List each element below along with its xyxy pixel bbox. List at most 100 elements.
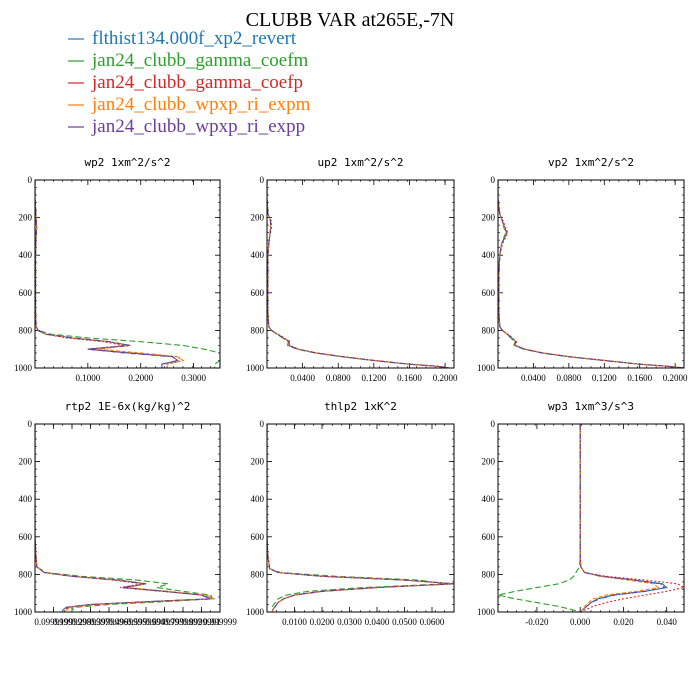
- y-tick-label: 600: [19, 288, 33, 298]
- series-line: [35, 180, 185, 368]
- y-tick-label: 800: [19, 569, 33, 579]
- series-group: [35, 180, 220, 368]
- plot-frame: [497, 179, 685, 369]
- series-line: [267, 424, 454, 612]
- series-line: [35, 424, 211, 612]
- x-tick-label: 0.040: [657, 617, 678, 627]
- y-tick-label: 200: [251, 457, 265, 467]
- legend-entry: jan24_clubb_wpxp_ri_expp: [91, 116, 305, 137]
- series-line: [35, 424, 215, 612]
- series-line: [35, 180, 185, 368]
- y-tick-label: 600: [482, 288, 496, 298]
- panel: up2 1xm^2/s^2 0.0400 0.0800 0.1200 0.1600 0.2…: [246, 156, 458, 383]
- x-tick-label: 0.0600: [420, 617, 445, 627]
- series-group: [498, 424, 684, 612]
- series-line: [267, 424, 446, 612]
- series-line: [498, 180, 684, 368]
- x-tick-label: 0.3000: [181, 373, 206, 383]
- panel-title: up2 1xm^2/s^2: [317, 156, 403, 169]
- x-tick-label: 0.3999996: [90, 617, 129, 627]
- y-tick-label: 0: [260, 175, 265, 185]
- x-tick-label: 0.0100: [282, 617, 307, 627]
- legend-entry: jan24_clubb_gamma_coefm: [91, 50, 309, 71]
- panel: rtp2 1E-6x(kg/kg)^2 0.09999990.19999980.2…: [14, 400, 237, 627]
- series-line: [267, 424, 454, 612]
- plot-frame: [34, 423, 221, 613]
- series-line: [267, 424, 454, 612]
- series-line: [35, 180, 180, 368]
- panel-title: rtp2 1E-6x(kg/kg)^2: [65, 400, 191, 413]
- x-tick-label: 0.0400: [290, 373, 315, 383]
- y-tick-label: 400: [482, 250, 496, 260]
- panel: wp3 1xm^3/s^3 -0.020 0.000 0.020 0.040 0 200 40…: [477, 400, 685, 627]
- x-tick-label: 0.1999998: [53, 617, 92, 627]
- series-line: [35, 424, 211, 612]
- series-line: [579, 424, 660, 612]
- y-tick-label: 200: [19, 457, 33, 467]
- y-tick-label: 400: [251, 250, 265, 260]
- x-tick-label: 0.2000: [433, 373, 458, 383]
- x-tick-label: 0.5999994: [127, 617, 166, 627]
- series-line: [35, 424, 215, 612]
- x-tick-label: 0.2999997: [71, 617, 110, 627]
- y-tick-label: 1000: [477, 607, 496, 617]
- series-line: [267, 180, 450, 368]
- x-tick-label: 0.0500: [392, 617, 417, 627]
- legend-entry: jan24_clubb_gamma_coefp: [91, 72, 303, 93]
- y-tick-label: 200: [251, 213, 265, 223]
- x-tick-label: 0.020: [613, 617, 634, 627]
- y-tick-label: 600: [482, 532, 496, 542]
- legend: flthist134.000f_xp2_revertjan24_clubb_ga…: [68, 28, 311, 137]
- plot-frame: [497, 423, 685, 613]
- y-tick-label: 0: [28, 419, 33, 429]
- x-tick-label: 0.0400: [365, 617, 390, 627]
- x-tick-label: 0.2000: [663, 373, 688, 383]
- panel-title: vp2 1xm^2/s^2: [548, 156, 634, 169]
- y-tick-label: 800: [482, 569, 496, 579]
- series-line: [579, 424, 666, 612]
- x-tick-label: 0.0200: [310, 617, 335, 627]
- x-tick-label: 0.000: [570, 617, 591, 627]
- series-line: [267, 180, 450, 368]
- y-tick-label: 200: [482, 213, 496, 223]
- x-tick-label: 0.999999: [203, 617, 237, 627]
- y-tick-label: 600: [19, 532, 33, 542]
- panel-title: wp2 1xm^2/s^2: [84, 156, 170, 169]
- y-tick-label: 1000: [14, 607, 33, 617]
- x-tick-label: 0.1200: [361, 373, 386, 383]
- x-tick-label: 0.1200: [592, 373, 617, 383]
- y-tick-label: 1000: [477, 363, 496, 373]
- y-tick-label: 200: [19, 213, 33, 223]
- x-tick-label: 0.1600: [627, 373, 652, 383]
- y-tick-label: 400: [19, 250, 33, 260]
- series-group: [267, 180, 450, 368]
- series-group: [35, 424, 215, 612]
- panel: thlp2 1xK^2 0.0100 0.0200 0.0300 0.0400 0.050…: [246, 400, 455, 627]
- x-tick-label: 0.0400: [521, 373, 546, 383]
- plot-frame: [266, 179, 455, 369]
- series-line: [35, 424, 214, 612]
- y-tick-label: 400: [19, 494, 33, 504]
- x-tick-label: 0.0800: [556, 373, 581, 383]
- legend-entry: flthist134.000f_xp2_revert: [92, 28, 297, 49]
- x-tick-label: 0.0300: [337, 617, 362, 627]
- series-line: [498, 180, 684, 368]
- y-tick-label: 1000: [246, 363, 265, 373]
- y-tick-label: 1000: [246, 607, 265, 617]
- legend-entry: jan24_clubb_wpxp_ri_expm: [91, 94, 311, 115]
- panels: wp2 1xm^2/s^2 0.1000 0.2000 0.3000 0 200 400 60…: [14, 156, 688, 627]
- series-line: [498, 180, 684, 368]
- panel: wp2 1xm^2/s^2 0.1000 0.2000 0.3000 0 200 400 60…: [14, 156, 221, 383]
- y-tick-label: 0: [491, 175, 496, 185]
- y-tick-label: 0: [491, 419, 496, 429]
- y-tick-label: 800: [482, 325, 496, 335]
- panel: vp2 1xm^2/s^2 0.0400 0.0800 0.1200 0.1600 0.2…: [477, 156, 688, 383]
- plot-frame: [34, 179, 221, 369]
- x-tick-label: 0.0999999: [34, 617, 73, 627]
- x-tick-label: 0.4999995: [108, 617, 147, 627]
- series-line: [267, 180, 450, 368]
- x-tick-label: 0.1600: [397, 373, 422, 383]
- series-group: [267, 424, 454, 612]
- series-line: [267, 180, 450, 368]
